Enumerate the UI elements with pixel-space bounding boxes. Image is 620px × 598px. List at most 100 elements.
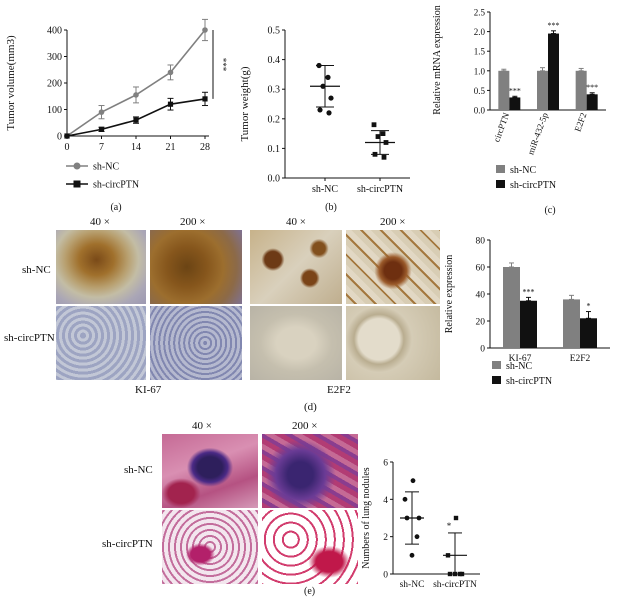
- significance-mark: ***: [523, 287, 535, 296]
- y-tick-label: 4: [383, 496, 388, 506]
- mag-label-e2f2-40x: 40 ×: [286, 216, 306, 228]
- panel-label-d-text: (d): [304, 401, 317, 413]
- y-tick-label: 2: [383, 533, 388, 543]
- significance-mark: *: [447, 521, 452, 531]
- y-tick-label: 0.4: [268, 55, 281, 66]
- mrna-expression-chart: 0.0 0.5 1.0 1.5 2.0 2.5 Relative mRNA expressi…: [432, 5, 606, 216]
- data-point-sh-circPTN: [381, 154, 387, 160]
- lung-nodules-chart: 0 2 4 6 Numbers of lung nodules sh-NC * sh-circ…: [361, 459, 480, 590]
- legend-label: sh-NC: [510, 165, 536, 176]
- y-axis-label: Tumor weight(g): [239, 66, 251, 141]
- legend-label: sh-NC: [506, 361, 532, 372]
- y-axis-label: Tumor volume(mm3): [5, 35, 17, 131]
- data-point-sh-NC: [409, 552, 415, 558]
- x-tick-label: miR-432-5p: [525, 111, 550, 156]
- y-tick-label: 300: [47, 52, 62, 63]
- row-label-he-sh-nc: sh-NC: [124, 464, 153, 476]
- data-point-sh-NC: [133, 92, 139, 98]
- data-point-sh-NC: [326, 110, 332, 116]
- x-tick-label: 0: [65, 142, 70, 153]
- y-tick-label: 0.5: [268, 26, 281, 37]
- data-point-sh-NC: [202, 27, 208, 33]
- bar-sh-circPTN: [520, 300, 537, 348]
- data-point-sh-circPTN: [371, 122, 377, 128]
- y-tick-label: 0: [480, 345, 485, 355]
- data-point-sh-circPTN: [133, 117, 139, 123]
- bar-sh-NC: [498, 70, 510, 110]
- panel-label-c: (c): [544, 205, 555, 216]
- group-label-e2f2: E2F2: [327, 384, 351, 396]
- y-axis-label: Relative mRNA expression: [432, 5, 443, 114]
- group-label-ki67: KI-67: [135, 384, 162, 396]
- x-tick-label: 28: [200, 142, 210, 153]
- data-point-sh-NC: [402, 496, 408, 502]
- ihc-expression-chart: 0 20 40 60 80 Relative expression *** KI-67 * E2F…: [444, 237, 610, 387]
- micrograph-he-shcircptn-40x: [162, 510, 258, 584]
- row-label-he-sh-circptn: sh-circPTN: [102, 538, 153, 550]
- x-tick-label: E2F2: [570, 354, 591, 364]
- micrograph-e2f2-shnc-40x: [250, 230, 342, 304]
- y-tick-label: 0.2: [268, 114, 281, 125]
- significance-mark: ***: [548, 21, 560, 30]
- bar-sh-NC: [563, 299, 580, 348]
- significance-mark: ***: [218, 58, 228, 72]
- x-tick-label: 14: [131, 142, 141, 153]
- y-tick-label: 0: [383, 571, 388, 581]
- panel-label-b: (b): [325, 202, 337, 213]
- tumor-volume-chart: 0 100 200 300 400 Tumor volume(mm3) 0 7 14 21 28 **…: [5, 18, 228, 213]
- y-tick-label: 2.0: [474, 27, 486, 37]
- x-tick-label: sh-NC: [400, 580, 425, 590]
- micrograph-he-shnc-40x: [162, 434, 258, 508]
- legend-swatch: [492, 361, 501, 369]
- x-tick-label: 7: [99, 142, 104, 153]
- data-point-sh-NC: [325, 74, 331, 80]
- y-tick-label: 0.0: [268, 174, 281, 185]
- bar-sh-NC: [575, 70, 587, 110]
- y-tick-label: 80: [476, 237, 486, 247]
- y-tick-label: 0: [57, 132, 62, 143]
- y-tick-label: 6: [383, 459, 388, 469]
- bar-sh-circPTN: [580, 318, 597, 348]
- mag-label-he-40x: 40 ×: [192, 420, 212, 432]
- significance-mark: ***: [586, 83, 598, 92]
- micrograph-he-shcircptn-200x: [262, 510, 358, 584]
- bar-sh-circPTN: [548, 33, 559, 111]
- row-label-sh-circptn: sh-circPTN: [4, 332, 55, 344]
- y-axis-label: Numbers of lung nodules: [361, 467, 372, 568]
- y-tick-label: 200: [47, 79, 62, 90]
- data-point-sh-NC: [410, 478, 416, 484]
- micrograph-e2f2-shcircptn-200x: [346, 306, 440, 380]
- micrograph-ki67-shcircptn-200x: [150, 306, 242, 380]
- y-tick-label: 1.0: [474, 66, 486, 76]
- legend-label: sh-circPTN: [506, 376, 552, 387]
- mag-label-ki67-200x: 200 ×: [180, 216, 206, 228]
- x-tick-label: sh-NC: [312, 184, 338, 195]
- data-point-sh-NC: [167, 69, 174, 76]
- x-tick-label: KI-67: [509, 354, 532, 364]
- micrograph-ki67-shcircptn-40x: [56, 306, 146, 380]
- mag-label-he-200x: 200 ×: [292, 420, 318, 432]
- data-point-sh-NC: [328, 95, 334, 101]
- y-tick-label: 0.3: [268, 85, 281, 96]
- legend-marker: [73, 162, 81, 170]
- panel-label-a: (a): [110, 202, 121, 213]
- data-point-sh-circPTN: [167, 101, 174, 107]
- y-tick-label: 60: [476, 264, 486, 274]
- legend-swatch: [492, 376, 501, 384]
- y-tick-label: 100: [47, 105, 62, 116]
- data-point-sh-circPTN: [380, 131, 386, 136]
- micrograph-he-shnc-200x: [262, 434, 358, 508]
- data-point-sh-NC: [98, 109, 105, 115]
- bar-sh-NC: [537, 70, 548, 110]
- y-axis-label: Relative expression: [444, 255, 455, 334]
- bar-sh-circPTN: [509, 97, 521, 110]
- row-label-sh-nc: sh-NC: [22, 264, 51, 276]
- data-point-sh-circPTN: [202, 96, 208, 102]
- y-tick-label: 0.0: [474, 106, 486, 116]
- micrograph-ki67-shnc-40x: [56, 230, 146, 304]
- legend-marker: [73, 180, 81, 188]
- mag-label-ki67-40x: 40 ×: [90, 216, 110, 228]
- x-tick-label: circPTN: [491, 111, 511, 144]
- data-point-sh-circPTN: [98, 126, 105, 132]
- he-micrograph-panel: 40 × 200 × sh-NC sh-circPTN: [102, 420, 360, 585]
